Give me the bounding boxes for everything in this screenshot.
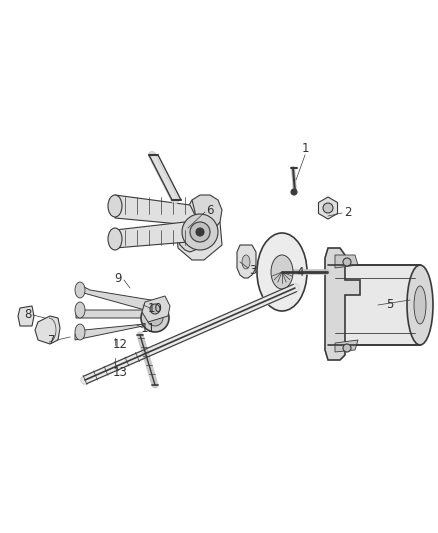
Circle shape xyxy=(291,189,297,195)
Text: 9: 9 xyxy=(114,271,122,285)
Text: 5: 5 xyxy=(386,298,394,311)
Ellipse shape xyxy=(108,195,122,217)
Circle shape xyxy=(182,214,218,250)
Polygon shape xyxy=(18,306,34,326)
Ellipse shape xyxy=(271,255,293,289)
Text: 11: 11 xyxy=(141,321,155,335)
Polygon shape xyxy=(318,197,338,219)
Polygon shape xyxy=(142,296,170,322)
Polygon shape xyxy=(330,265,420,345)
Polygon shape xyxy=(76,310,157,318)
Text: 3: 3 xyxy=(249,263,257,277)
Circle shape xyxy=(147,310,163,326)
Circle shape xyxy=(323,203,333,213)
Text: 8: 8 xyxy=(25,309,32,321)
Text: 1: 1 xyxy=(301,141,309,155)
Polygon shape xyxy=(80,286,163,310)
Circle shape xyxy=(196,228,204,236)
Ellipse shape xyxy=(75,302,85,318)
Polygon shape xyxy=(176,216,204,252)
Polygon shape xyxy=(335,255,358,268)
Ellipse shape xyxy=(414,286,426,324)
Text: 13: 13 xyxy=(113,366,127,378)
Polygon shape xyxy=(176,200,222,260)
Circle shape xyxy=(343,344,351,352)
Text: 6: 6 xyxy=(206,204,214,216)
Polygon shape xyxy=(237,245,256,278)
Text: 2: 2 xyxy=(344,206,352,220)
Ellipse shape xyxy=(75,282,85,298)
Text: 10: 10 xyxy=(148,302,162,314)
Polygon shape xyxy=(335,340,358,352)
Polygon shape xyxy=(192,195,222,232)
Ellipse shape xyxy=(75,324,85,340)
Polygon shape xyxy=(35,316,60,344)
Ellipse shape xyxy=(407,265,433,345)
Text: 7: 7 xyxy=(48,334,56,346)
Polygon shape xyxy=(115,195,195,225)
Circle shape xyxy=(150,304,160,314)
Polygon shape xyxy=(325,248,360,360)
Ellipse shape xyxy=(242,255,250,269)
Ellipse shape xyxy=(108,228,122,250)
Circle shape xyxy=(141,304,169,332)
Ellipse shape xyxy=(257,233,307,311)
Text: 4: 4 xyxy=(296,265,304,279)
Text: 12: 12 xyxy=(113,338,127,351)
Polygon shape xyxy=(115,222,192,248)
Circle shape xyxy=(190,222,210,242)
Polygon shape xyxy=(75,320,155,340)
Circle shape xyxy=(343,258,351,266)
